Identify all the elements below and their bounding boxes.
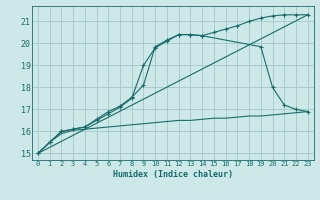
X-axis label: Humidex (Indice chaleur): Humidex (Indice chaleur) [113,170,233,179]
